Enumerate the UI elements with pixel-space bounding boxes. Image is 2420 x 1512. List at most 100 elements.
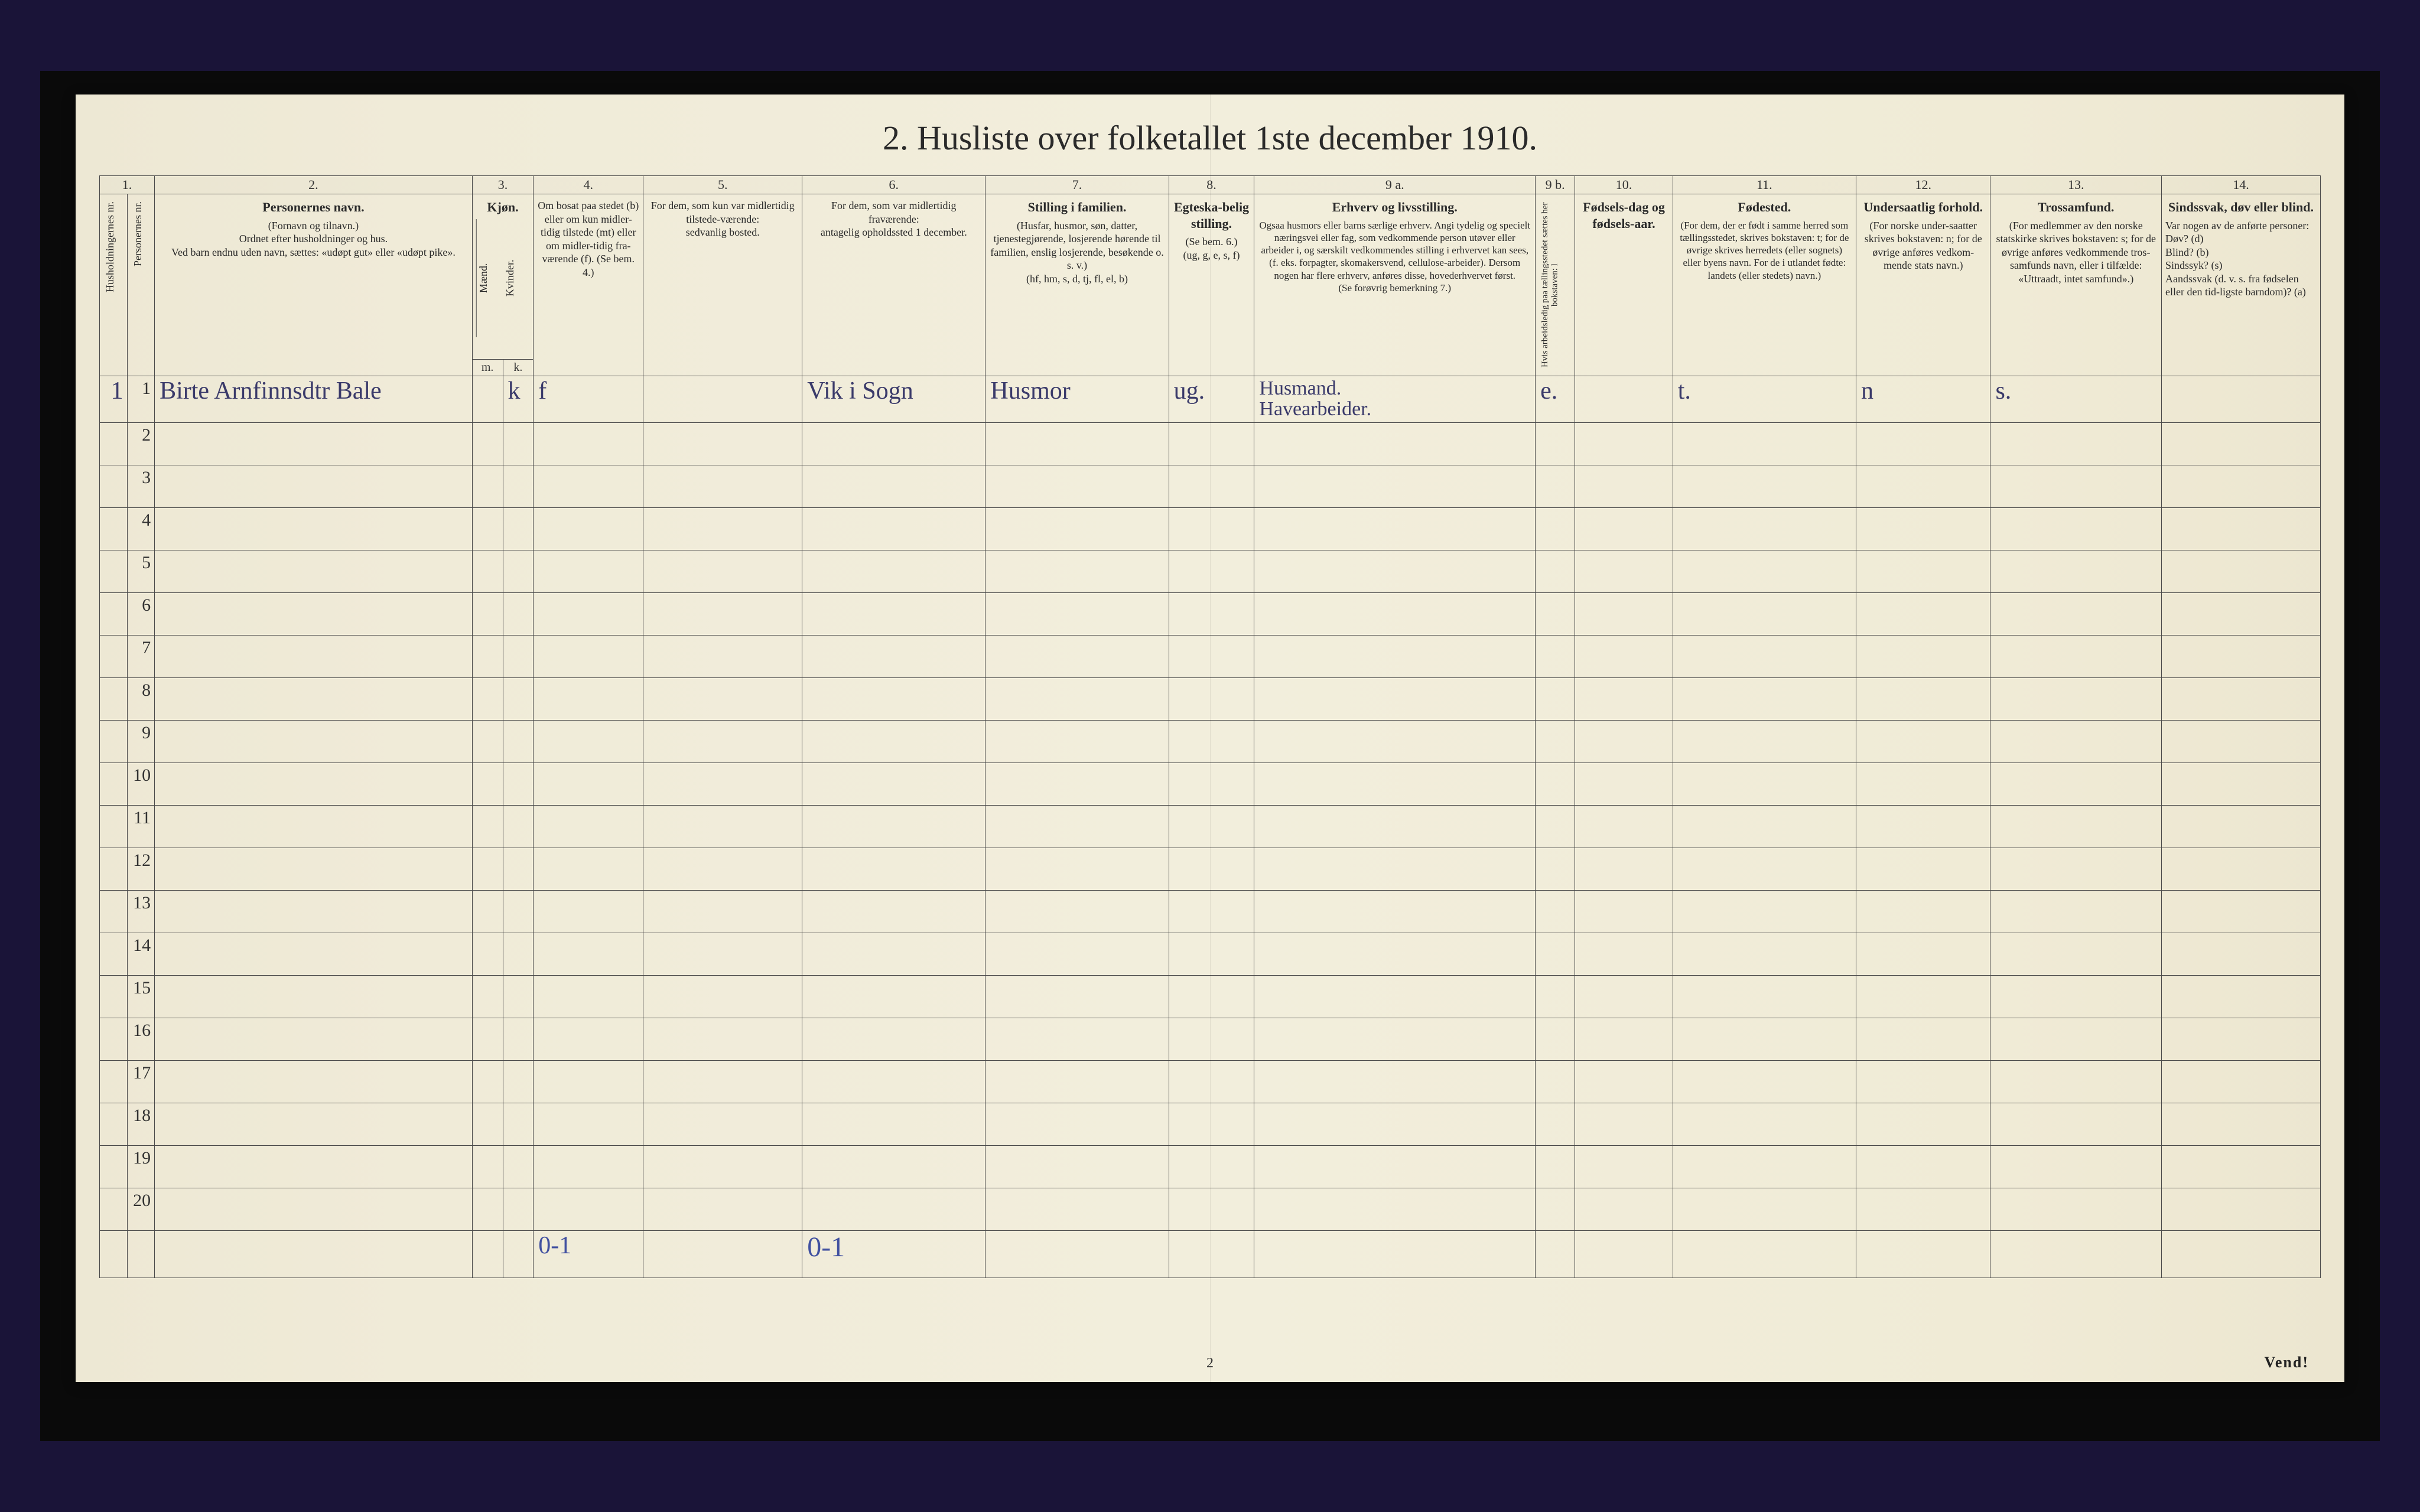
cell-undersaat: n xyxy=(1861,377,1873,405)
hdr-sex-title: Kjøn. xyxy=(476,199,529,216)
colnum-8: 8. xyxy=(1169,176,1254,194)
colnum-1: 1. xyxy=(100,176,155,194)
hdr-name: Personernes navn. (Fornavn og tilnavn.) … xyxy=(155,194,473,376)
row-number: 8 xyxy=(127,678,155,721)
colnum-11: 11. xyxy=(1673,176,1856,194)
hdr-undersaat-sub: (For norske under-saatter skrives boksta… xyxy=(1860,219,1987,272)
hdr-tros-title: Trossamfund. xyxy=(1994,199,2158,216)
footer-row: 0-1 0-1 xyxy=(100,1231,2321,1278)
hdr-egt-sub: (Se bem. 6.) (ug, g, e, s, f) xyxy=(1173,235,1251,262)
table-row: 13 xyxy=(100,891,2321,933)
footer-col4-val: 0-1 xyxy=(538,1232,571,1259)
hdr-erhverv-title: Erhverv og livsstilling. xyxy=(1258,199,1531,216)
table-row: 6 xyxy=(100,593,2321,636)
table-row: 16 xyxy=(100,1018,2321,1061)
footer-col6: 0-1 xyxy=(802,1231,985,1278)
footer-col6-val: 0-1 xyxy=(807,1231,845,1263)
header-row: Husholdningernes nr. Personernes nr. Per… xyxy=(100,194,2321,360)
scan-frame: 2. Husliste over folketallet 1ste decemb… xyxy=(40,71,2380,1441)
table-row: 5 xyxy=(100,550,2321,593)
hdr-sex-m: Mænd. xyxy=(476,219,503,337)
table-row: 8 xyxy=(100,678,2321,721)
row-number: 18 xyxy=(127,1103,155,1146)
colnum-12: 12. xyxy=(1856,176,1990,194)
hdr-stilling-sub: (Husfar, husmor, søn, datter, tjenestegj… xyxy=(989,219,1165,286)
table-row: 9 xyxy=(100,721,2321,763)
cell-egt: ug. xyxy=(1174,377,1205,405)
colnum-3: 3. xyxy=(472,176,533,194)
row-number: 7 xyxy=(127,636,155,678)
table-row: 11Birte Arnfinnsdtr BalekfVik i SognHusm… xyxy=(100,376,2321,423)
table-row: 17 xyxy=(100,1061,2321,1103)
table-row: 4 xyxy=(100,508,2321,550)
cell-bosat: f xyxy=(538,377,547,405)
hdr-name-sub: (Fornavn og tilnavn.) Ordnet efter husho… xyxy=(158,219,469,259)
census-table: 1. 2. 3. 4. 5. 6. 7. 8. 9 a. 9 b. 10. 11… xyxy=(99,175,2321,1278)
hdr-ledig: Hvis arbeidsledig paa tællingsstedet sæt… xyxy=(1536,194,1575,376)
hdr-stilling: Stilling i familien. (Husfar, husmor, sø… xyxy=(985,194,1169,376)
colnum-10: 10. xyxy=(1575,176,1673,194)
row-number: 19 xyxy=(127,1146,155,1188)
hdr-egt-title: Egteska-belig stilling. xyxy=(1173,199,1251,232)
hdr-erhverv: Erhverv og livsstilling. Ogsaa husmors e… xyxy=(1254,194,1536,376)
colnum-4: 4. xyxy=(534,176,643,194)
hdr-pers-nr-label: Personernes nr. xyxy=(131,199,145,269)
hdr-undersaat: Undersaatlig forhold. (For norske under-… xyxy=(1856,194,1990,376)
hdr-sex: Kjøn. Mænd. Kvinder. xyxy=(472,194,533,360)
row-number: 3 xyxy=(127,465,155,508)
mk-m: m. xyxy=(472,360,503,376)
row-number: 6 xyxy=(127,593,155,636)
hdr-fodsel-text: Fødsels-dag og fødsels-aar. xyxy=(1579,199,1668,232)
hdr-egt: Egteska-belig stilling. (Se bem. 6.) (ug… xyxy=(1169,194,1254,376)
hh-nr: 1 xyxy=(111,377,123,405)
hdr-ledig-text: Hvis arbeidsledig paa tællingsstedet sæt… xyxy=(1539,199,1561,371)
cell-ledig: e. xyxy=(1540,377,1557,405)
hdr-sex-k: Kvinder. xyxy=(503,219,530,337)
cell-erhverv: Husmand. Havearbeider. xyxy=(1259,377,1371,420)
colnum-7: 7. xyxy=(985,176,1169,194)
row-number: 14 xyxy=(127,933,155,976)
table-row: 7 xyxy=(100,636,2321,678)
hdr-pers-nr: Personernes nr. xyxy=(127,194,155,376)
cell-fodested: t. xyxy=(1678,377,1691,405)
cell-tros: s. xyxy=(1995,377,2011,405)
cell-sex-k: k xyxy=(508,377,521,405)
hdr-hh-nr: Husholdningernes nr. xyxy=(100,194,128,376)
table-row: 10 xyxy=(100,763,2321,806)
hdr-bosat: Om bosat paa stedet (b) eller om kun mid… xyxy=(534,194,643,376)
hdr-sind-title: Sindssvak, døv eller blind. xyxy=(2165,199,2317,216)
hdr-fravar-text: For dem, som var midlertidig fraværende:… xyxy=(806,199,981,239)
column-number-row: 1. 2. 3. 4. 5. 6. 7. 8. 9 a. 9 b. 10. 11… xyxy=(100,176,2321,194)
hdr-stilling-title: Stilling i familien. xyxy=(989,199,1165,216)
table-row: 3 xyxy=(100,465,2321,508)
paper-sheet: 2. Husliste over folketallet 1ste decemb… xyxy=(76,94,2344,1382)
row-number: 20 xyxy=(127,1188,155,1231)
data-body: 11Birte Arnfinnsdtr BalekfVik i SognHusm… xyxy=(100,376,2321,1231)
hdr-fravar: For dem, som var midlertidig fraværende:… xyxy=(802,194,985,376)
colnum-14: 14. xyxy=(2162,176,2321,194)
colnum-9a: 9 a. xyxy=(1254,176,1536,194)
hdr-tilstede: For dem, som kun var midlertidig tilsted… xyxy=(643,194,802,376)
row-number: 16 xyxy=(127,1018,155,1061)
hdr-fodsel: Fødsels-dag og fødsels-aar. xyxy=(1575,194,1673,376)
hdr-undersaat-title: Undersaatlig forhold. xyxy=(1860,199,1987,216)
colnum-6: 6. xyxy=(802,176,985,194)
table-row: 14 xyxy=(100,933,2321,976)
row-number: 4 xyxy=(127,508,155,550)
cell-name: Birte Arnfinnsdtr Bale xyxy=(160,377,382,405)
table-row: 15 xyxy=(100,976,2321,1018)
vend-label: Vend! xyxy=(2264,1354,2309,1371)
row-number: 1 xyxy=(127,376,155,423)
hdr-fodested: Fødested. (For dem, der er født i samme … xyxy=(1673,194,1856,376)
hdr-fodested-title: Fødested. xyxy=(1677,199,1852,216)
hdr-tros-sub: (For medlemmer av den norske statskirke … xyxy=(1994,219,2158,286)
page-number: 2 xyxy=(1206,1355,1214,1371)
colnum-13: 13. xyxy=(1990,176,2162,194)
colnum-2: 2. xyxy=(155,176,473,194)
cell-opphold: Vik i Sogn xyxy=(807,377,913,405)
row-number: 2 xyxy=(127,423,155,465)
cell-stilling: Husmor xyxy=(990,377,1070,405)
table-row: 12 xyxy=(100,848,2321,891)
table-row: 20 xyxy=(100,1188,2321,1231)
hdr-erhverv-sub: Ogsaa husmors eller barns særlige erhver… xyxy=(1258,219,1531,295)
